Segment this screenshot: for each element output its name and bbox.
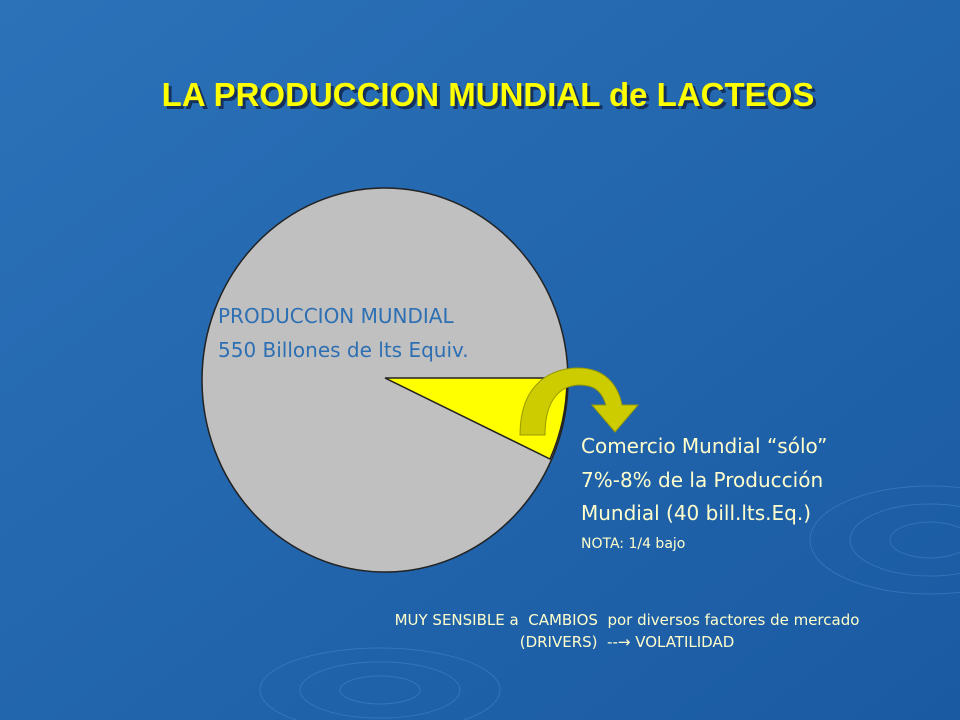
footer-text: (DRIVERS) --→ VOLATILIDAD (520, 633, 735, 651)
callout-text: Mundial (40 bill.lts.Eq.) (581, 501, 811, 525)
title-shadow: LA PRODUCCION MUNDIAL de LACTEOS (165, 79, 818, 116)
pie-label: PRODUCCION MUNDIAL (218, 304, 454, 328)
curved-arrow (519, 367, 640, 436)
ripples (259, 485, 960, 720)
callout-text: 7%-8% de la Producción (581, 468, 823, 492)
note: NOTA: 1/4 bajo (581, 536, 685, 552)
title: LA PRODUCCION MUNDIAL de LACTEOS (162, 76, 815, 113)
footer-text: MUY SENSIBLE a CAMBIOS por diversos fact… (395, 611, 860, 629)
callout-text: Comercio Mundial “sólo” (581, 434, 827, 458)
pie-label: 550 Billones de lts Equiv. (218, 338, 469, 362)
